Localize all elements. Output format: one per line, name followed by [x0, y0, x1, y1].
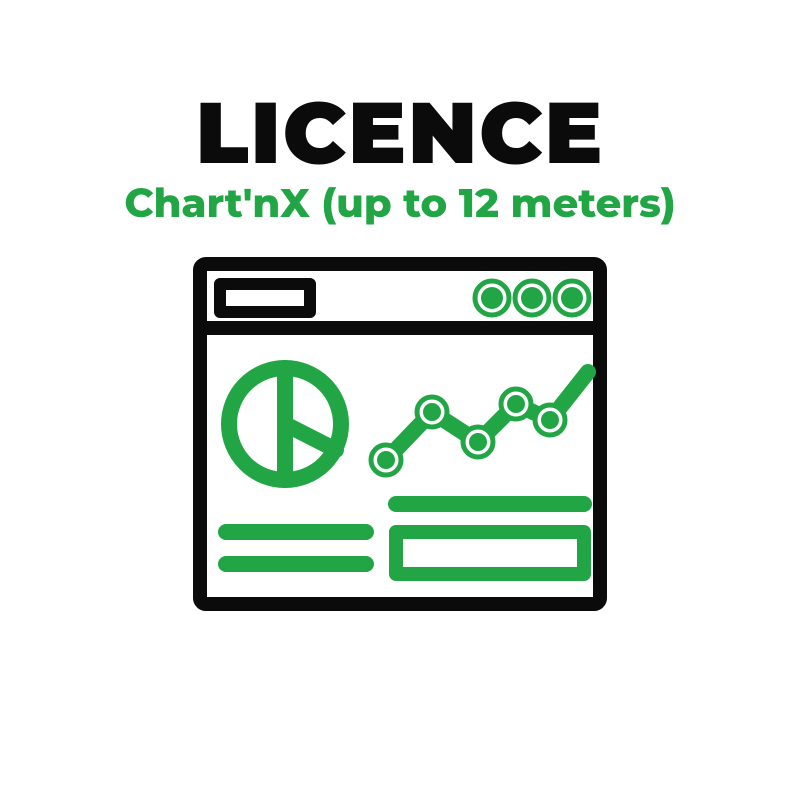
pie-chart-icon: [229, 368, 341, 480]
window-tab-icon: [220, 284, 310, 312]
input-block-icon: [396, 504, 584, 574]
page-subtitle: Chart'nX (up to 12 meters): [124, 182, 675, 226]
window-control-dots: [475, 281, 589, 315]
line-chart-icon: [371, 372, 588, 475]
page-title: LICENCE: [196, 90, 605, 176]
dashboard-window-icon: [190, 254, 610, 619]
text-lines-icon: [226, 532, 366, 564]
